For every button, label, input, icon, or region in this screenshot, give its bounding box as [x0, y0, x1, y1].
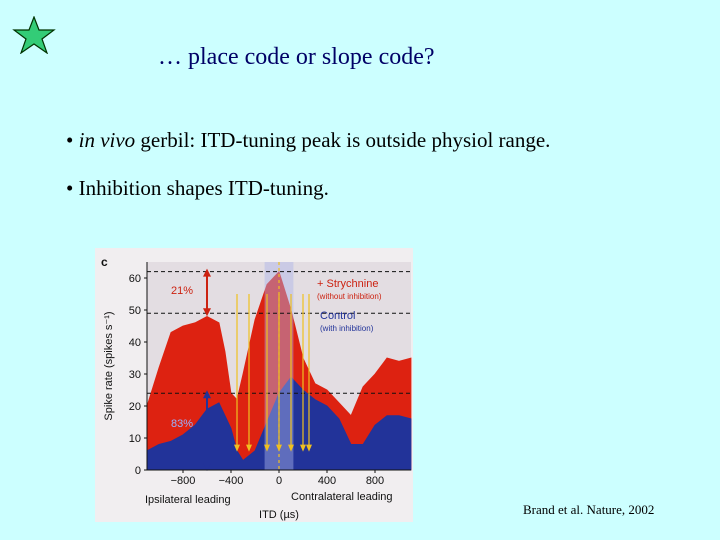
- y-tick-label: 40: [129, 337, 141, 349]
- x-tick-label: 400: [318, 475, 336, 487]
- itd-chart: 21% 83% 0 10 20 30 40 50 60 −800 −400 0 400 800 Ipsila…: [101, 255, 412, 521]
- x-tick-label: −400: [219, 475, 244, 487]
- y-tick-label: 50: [129, 305, 141, 317]
- yellow-arrowhead-4: [288, 444, 294, 452]
- citation: Brand et al. Nature, 2002: [523, 502, 655, 517]
- y-axis-title: Spike rate (spikes s⁻¹): [103, 311, 115, 420]
- x-tick-label: −800: [171, 475, 196, 487]
- itd-tuning-figure: 21% 83% 0 10 20 30 40 50 60 −800 −400 0 400 800 Ipsila…: [95, 248, 413, 522]
- y-tick-label: 0: [135, 465, 141, 477]
- y-tick-label: 20: [129, 401, 141, 413]
- y-tick-label: 30: [129, 369, 141, 381]
- yellow-arrowhead-3: [276, 444, 282, 452]
- bullet-in-vivo: • in vivo gerbil: ITD-tuning peak is out…: [66, 128, 550, 153]
- panel-label: c: [101, 255, 108, 269]
- strychnine-percent-label: 21%: [171, 285, 193, 297]
- legend-strychnine-sub: (without inhibition): [317, 292, 382, 301]
- contralateral-label: Contralateral leading: [291, 491, 393, 503]
- legend-control-sub: (with inhibition): [320, 324, 374, 333]
- yellow-arrowhead-1: [246, 444, 252, 452]
- yellow-arrowhead-5: [300, 444, 306, 452]
- slide-title: … place code or slope code?: [158, 44, 435, 70]
- star-icon: [12, 16, 56, 54]
- control-arrow-head-bottom: [203, 463, 211, 471]
- yellow-arrowhead-2: [264, 444, 270, 452]
- yellow-arrowhead-0: [234, 444, 240, 452]
- strychnine-arrow-head-bottom: [203, 308, 211, 317]
- ipsilateral-label: Ipsilateral leading: [145, 494, 231, 506]
- x-axis-title: ITD (µs): [259, 509, 299, 521]
- x-tick-label: 0: [276, 475, 282, 487]
- bullet-inhibition: • Inhibition shapes ITD-tuning.: [66, 176, 329, 200]
- bullet-text: gerbil: ITD-tuning peak is outside physi…: [135, 128, 551, 152]
- y-tick-label: 60: [129, 273, 141, 285]
- legend-control: Control: [320, 310, 355, 322]
- yellow-arrowhead-6: [306, 444, 312, 452]
- control-percent-label: 83%: [171, 418, 193, 430]
- y-tick-label: 10: [129, 433, 141, 445]
- bullet-prefix: •: [66, 128, 79, 152]
- bullet-italic-term: in vivo: [78, 128, 136, 152]
- control-arrow-head-top: [203, 390, 211, 399]
- strychnine-arrow-head-top: [203, 268, 211, 277]
- legend-strychnine: + Strychnine: [317, 278, 378, 290]
- x-tick-label: 800: [366, 475, 384, 487]
